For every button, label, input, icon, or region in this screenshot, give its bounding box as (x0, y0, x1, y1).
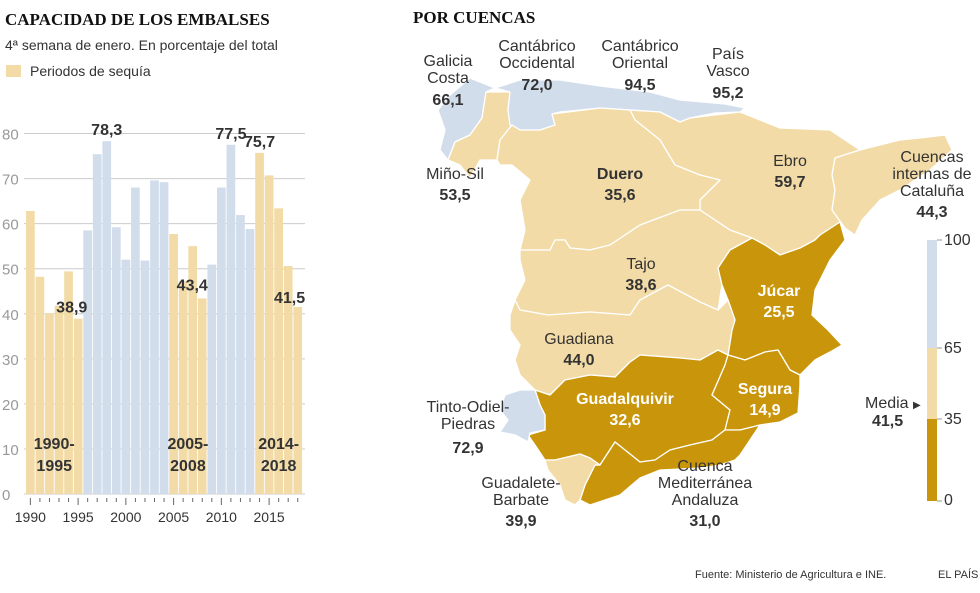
bar-1993 (54, 305, 64, 494)
basin-guadalete-barbate (544, 453, 601, 506)
x-tick-label: 2005 (158, 509, 189, 525)
y-tick-label: 0 (2, 487, 10, 504)
label-mino-sil: Miño-Sil 53,5 (426, 166, 484, 204)
data-label-1995: 38,9 (56, 300, 87, 317)
legend-label-drought: Periodos de sequía (30, 63, 151, 79)
data-label-2018: 41,5 (274, 290, 305, 307)
label-galicia: Galicia Costa 66,1 (423, 53, 473, 109)
scale-tick-35: 35 (944, 411, 962, 428)
bar-1999 (111, 227, 121, 495)
label-tajo: Tajo 38,6 (625, 256, 657, 294)
bar-2001 (131, 187, 140, 494)
y-tick-label: 50 (2, 262, 19, 279)
label-segura: Segura 14,9 (737, 381, 793, 419)
media-label: Media ▶ (865, 395, 921, 412)
label-cataluna: Cuencas internas de Cataluña 44,3 (892, 149, 972, 221)
x-tick-label: 1990 (15, 509, 46, 525)
bar-2009 (207, 264, 217, 494)
bar-2012 (236, 215, 245, 495)
bar-2008 (197, 298, 207, 494)
basin-cataluna (831, 134, 953, 236)
brand-label: EL PAÍS (938, 569, 979, 581)
basin-tinto-odiel (499, 389, 546, 443)
data-label-2014: 75,7 (244, 134, 275, 151)
bar-2013 (245, 229, 255, 494)
basin-mediterranea-andaluza (579, 424, 761, 506)
data-label-2008: 43,4 (177, 277, 208, 294)
data-label-2011: 77,5 (215, 126, 246, 143)
label-tinto-odiel-piedras: Tinto-Odiel- Piedras 72,9 (426, 399, 510, 457)
bar-2015 (264, 175, 274, 494)
map-title: POR CUENCAS (413, 8, 536, 27)
bar-1990 (26, 211, 35, 494)
y-tick-label: 10 (2, 442, 19, 459)
bar-2011 (226, 144, 236, 494)
legend-swatch-drought (6, 65, 21, 77)
bar-2010 (217, 187, 226, 494)
label-mediterranea-andaluza: Cuenca Mediterránea Andaluza 31,0 (657, 458, 753, 530)
y-tick-label: 80 (2, 127, 19, 144)
bar-1991 (35, 276, 45, 494)
y-tick-label: 70 (2, 172, 19, 189)
y-tick-label: 40 (2, 307, 19, 324)
bar-2002 (140, 260, 150, 494)
bar-chart: 0 10 20 30 40 50 60 70 80 1990 1995 2000 2005 2010 201… (2, 122, 305, 525)
bar-2004 (159, 182, 169, 495)
label-pais-vasco: País Vasco 95,2 (706, 46, 750, 102)
source-note: Fuente: Ministerio de Agricultura e INE. (695, 569, 887, 581)
label-cantabrico-oriental: Cantábrico Oriental 94,5 (601, 38, 679, 94)
bar-2005 (169, 233, 178, 494)
x-tick-label: 2010 (206, 509, 237, 525)
x-tick-label: 1995 (63, 509, 94, 525)
data-label-1998: 78,3 (91, 122, 122, 139)
label-duero: Duero 35,6 (596, 166, 644, 204)
media-value: 41,5 (872, 413, 904, 430)
label-guadalquivir: Guadalquivir 32,6 (576, 391, 674, 429)
bar-2018 (293, 306, 303, 494)
bar-2003 (150, 180, 159, 495)
drought-period-label: 1995 (36, 458, 72, 475)
basin-segura (711, 349, 801, 431)
drought-period-label: 2014- (258, 436, 299, 453)
bar-2014 (255, 152, 264, 494)
label-guadalete-barbate: Guadalete- Barbate 39,9 (481, 475, 561, 530)
drought-period-label: 1990- (34, 436, 75, 453)
y-tick-label: 30 (2, 352, 19, 369)
x-tick-label: 2015 (254, 509, 285, 525)
bar-2007 (188, 246, 198, 494)
drought-period-label: 2005- (167, 436, 208, 453)
drought-period-label: 2008 (170, 458, 206, 475)
chart-title: CAPACIDAD DE LOS EMBALSES (5, 10, 270, 29)
bar-1996 (83, 230, 92, 494)
scale-tick-0: 0 (944, 492, 953, 509)
y-tick-label: 20 (2, 397, 19, 414)
scale-tick-100: 100 (944, 232, 971, 249)
label-ebro: Ebro 59,7 (773, 153, 807, 191)
bar-1995 (73, 318, 83, 494)
y-tick-label: 60 (2, 217, 19, 234)
bar-1992 (45, 313, 54, 494)
label-guadiana: Guadiana 44,0 (544, 331, 614, 369)
scale-tick-65: 65 (944, 340, 962, 357)
drought-period-label: 2018 (261, 458, 297, 475)
bar-2006 (178, 280, 188, 494)
label-jucar: Júcar 25,5 (757, 283, 801, 321)
label-cantabrico-occidental: Cantábrico Occidental 72,0 (498, 38, 576, 94)
bar-1998 (102, 141, 112, 494)
bar-1997 (92, 154, 102, 494)
x-tick-label: 2000 (110, 509, 141, 525)
bar-1994 (64, 271, 73, 494)
bar-2000 (121, 259, 131, 494)
chart-subtitle: 4ª semana de enero. En porcentaje del to… (5, 37, 278, 53)
bar-2017 (283, 265, 293, 494)
color-scale (927, 239, 942, 502)
media-arrow-icon: ▶ (913, 400, 921, 411)
bar-2016 (274, 208, 283, 494)
